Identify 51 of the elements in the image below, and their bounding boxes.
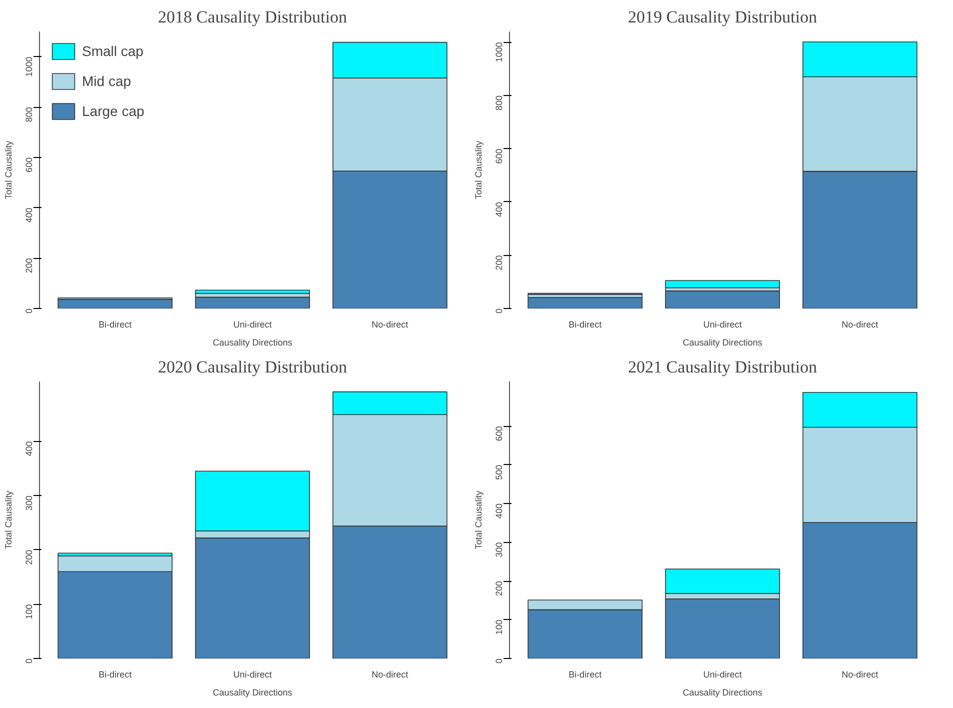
y-tick-label: 0 <box>494 658 504 664</box>
x-tick-label: No-direct <box>842 670 879 680</box>
y-tick-label: 1000 <box>24 56 34 77</box>
y-tick-label: 300 <box>494 542 504 558</box>
y-tick-label: 600 <box>494 148 504 164</box>
y-axis-title: Total Causality <box>4 140 14 200</box>
y-tick-label: 400 <box>24 441 34 456</box>
x-tick-label: Uni-direct <box>703 320 742 330</box>
chart-title: 2018 Causality Distribution <box>158 8 348 26</box>
x-tick-label: No-direct <box>372 670 409 680</box>
y-tick-label: 800 <box>494 95 504 110</box>
x-tick-label: No-direct <box>842 320 879 330</box>
x-tick-label: Bi-direct <box>98 320 132 330</box>
legend-label: Small cap <box>82 43 144 59</box>
y-tick-label: 500 <box>494 464 504 480</box>
y-tick-label: 600 <box>494 426 504 442</box>
x-axis-title: Causality Directions <box>212 338 293 348</box>
chart-title: 2020 Causality Distribution <box>158 358 348 376</box>
x-axis-title: Causality Directions <box>682 338 763 348</box>
y-tick-label: 800 <box>24 107 34 122</box>
y-tick-label: 200 <box>24 550 34 565</box>
y-tick-label: 400 <box>494 202 504 217</box>
x-axis-title: Causality Directions <box>682 688 763 698</box>
y-axis-title: Total Causality <box>474 140 484 200</box>
y-tick-label: 100 <box>494 620 504 635</box>
y-tick-label: 0 <box>24 658 34 664</box>
chart-title: 2021 Causality Distribution <box>628 358 818 376</box>
x-tick-label: No-direct <box>372 320 409 330</box>
chart-title: 2019 Causality Distribution <box>628 8 818 26</box>
x-axis-title: Causality Directions <box>212 688 293 698</box>
x-tick-label: Uni-direct <box>233 670 272 680</box>
x-tick-label: Bi-direct <box>568 670 602 680</box>
y-tick-label: 1000 <box>494 42 504 62</box>
legend-label: Large cap <box>82 103 144 119</box>
y-tick-label: 300 <box>24 496 34 511</box>
x-tick-label: Uni-direct <box>703 670 742 680</box>
y-axis-title: Total Causality <box>474 490 484 550</box>
x-tick-label: Uni-direct <box>233 320 272 330</box>
y-tick-label: 400 <box>494 504 504 519</box>
y-tick-label: 200 <box>24 258 34 274</box>
y-tick-label: 200 <box>494 255 504 270</box>
y-tick-label: 0 <box>494 308 504 314</box>
y-tick-label: 200 <box>494 581 504 596</box>
y-tick-label: 0 <box>24 308 34 314</box>
y-tick-label: 600 <box>24 157 34 172</box>
x-tick-label: Bi-direct <box>98 670 132 680</box>
y-tick-label: 400 <box>24 208 34 223</box>
x-tick-label: Bi-direct <box>568 320 602 330</box>
legend-label: Mid cap <box>82 73 132 89</box>
y-tick-label: 100 <box>24 604 34 620</box>
y-axis-title: Total Causality <box>4 490 14 550</box>
